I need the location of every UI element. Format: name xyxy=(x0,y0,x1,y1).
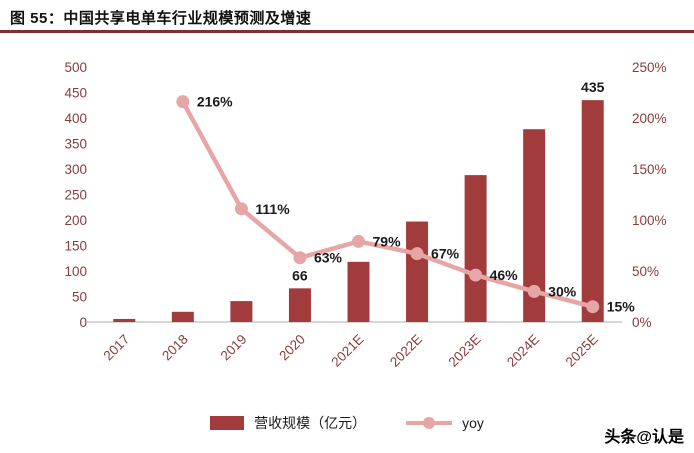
bar-2020 xyxy=(288,288,311,322)
right-axis-tick: 50% xyxy=(632,264,659,279)
x-axis-label: 2022E xyxy=(387,332,425,370)
x-axis-label: 2019 xyxy=(218,332,250,364)
yoy-marker-2019 xyxy=(234,202,248,216)
left-axis-tick: 300 xyxy=(64,162,87,177)
yoy-marker-2024E xyxy=(527,284,541,298)
yoy-label-2021E: 79% xyxy=(373,233,402,249)
right-axis-tick: 200% xyxy=(632,111,667,126)
left-axis-tick: 100 xyxy=(64,264,87,279)
yoy-label-2023E: 46% xyxy=(490,267,519,283)
yoy-label-2018: 216% xyxy=(197,94,233,110)
left-axis-tick: 0 xyxy=(79,315,87,330)
yoy-marker-2018 xyxy=(176,95,190,109)
left-axis-tick: 350 xyxy=(64,137,87,152)
yoy-marker-2023E xyxy=(469,268,483,282)
watermark: 头条@认是 xyxy=(604,429,684,446)
yoy-label-2022E: 67% xyxy=(431,246,460,262)
x-axis-label: 2023E xyxy=(446,332,484,370)
x-axis-label: 2024E xyxy=(504,332,542,370)
bar-label-2020: 66 xyxy=(292,267,308,283)
bar-label-2025E: 435 xyxy=(581,79,605,95)
yoy-label-2020: 63% xyxy=(314,250,343,266)
yoy-label-2025E: 15% xyxy=(607,299,636,315)
yoy-line xyxy=(180,99,595,309)
bar-2024E xyxy=(523,129,546,322)
legend-label-revenue: 营收规模（亿元） xyxy=(254,415,367,431)
bar-2019 xyxy=(230,301,253,322)
yoy-marker-2020 xyxy=(293,251,307,265)
bar-2021E xyxy=(347,261,370,322)
figure-header: 图 55：中国共享电单车行业规模预测及增速 xyxy=(0,0,694,33)
bar-2023E xyxy=(464,175,487,322)
chart-canvas: 0 50 100 150 200 250 300 350 400 450 500 0% 50% 100% 1… xyxy=(64,60,667,370)
left-axis-tick: 150 xyxy=(64,239,87,254)
x-axis-label: 2021E xyxy=(328,332,366,370)
bar-2022E xyxy=(406,221,429,322)
yoy-marker-2022E xyxy=(410,247,424,261)
left-axis-tick: 500 xyxy=(64,60,87,75)
left-axis-tick: 50 xyxy=(72,290,87,305)
x-axis-label: 2017 xyxy=(101,332,133,364)
legend-line-marker-icon xyxy=(423,417,436,429)
legend-item-revenue: 营收规模（亿元） xyxy=(210,413,366,433)
left-axis-tick: 400 xyxy=(64,111,87,126)
bar-2018 xyxy=(171,311,194,322)
right-axis-tick: 250% xyxy=(632,60,667,75)
left-axis-tick: 450 xyxy=(64,86,87,101)
yoy-label-2019: 111% xyxy=(255,201,290,217)
right-axis-tick: 150% xyxy=(632,162,667,177)
left-axis-tick: 200 xyxy=(64,213,87,228)
yoy-marker-2021E xyxy=(352,234,365,248)
right-axis-tick: 100% xyxy=(632,213,667,228)
legend-label-yoy: yoy xyxy=(462,415,484,431)
figure-title: 图 55：中国共享电单车行业规模预测及增速 xyxy=(10,9,312,27)
legend-item-yoy: yoy xyxy=(406,415,484,431)
legend-line-swatch-icon xyxy=(406,417,453,429)
x-axis-label: 2018 xyxy=(159,332,191,364)
yoy-label-2024E: 30% xyxy=(548,283,577,299)
left-axis-tick: 250 xyxy=(64,188,87,203)
bar-2025E xyxy=(581,100,604,323)
x-axis-label: 2025E xyxy=(563,332,601,370)
right-axis-tick: 0% xyxy=(632,315,652,330)
yoy-marker-2025E xyxy=(586,300,600,314)
chart-legend: 营收规模（亿元） yoy xyxy=(0,413,694,433)
x-axis-label: 2020 xyxy=(276,332,308,364)
bar-2017 xyxy=(113,318,136,322)
legend-bar-swatch-icon xyxy=(210,416,245,430)
